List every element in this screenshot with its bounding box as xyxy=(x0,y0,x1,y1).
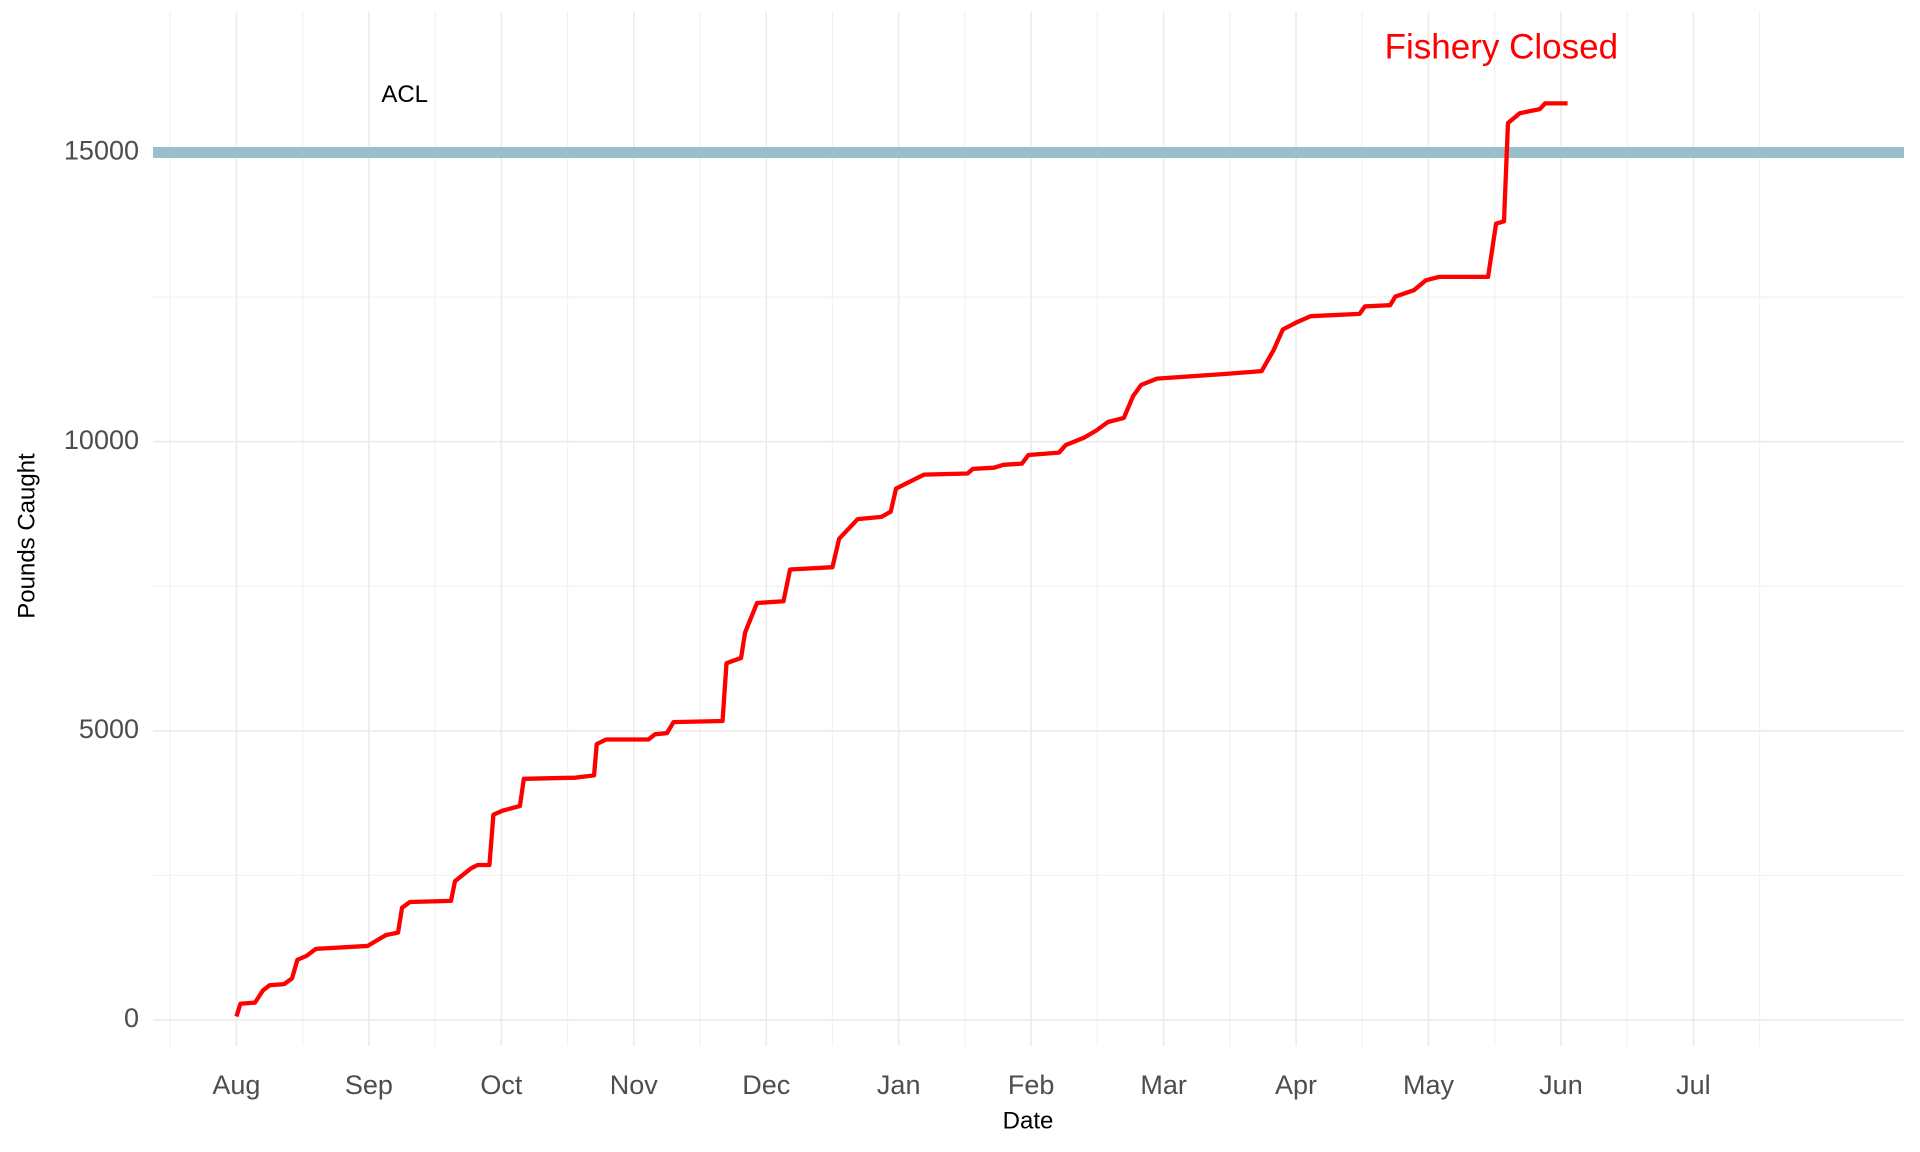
x-tick-label: Apr xyxy=(1275,1070,1317,1100)
y-tick-label: 5000 xyxy=(79,714,139,744)
x-tick-label: May xyxy=(1403,1070,1455,1100)
x-tick-label: Aug xyxy=(212,1070,260,1100)
x-tick-label: Mar xyxy=(1140,1070,1187,1100)
reference-label: ACL xyxy=(381,81,428,108)
y-tick-label: 0 xyxy=(124,1003,139,1033)
x-tick-label: Nov xyxy=(610,1070,659,1100)
x-tick-label: Sep xyxy=(345,1070,393,1100)
x-tick-label: Oct xyxy=(480,1070,523,1100)
y-tick-label: 10000 xyxy=(64,425,139,455)
x-tick-label: Jul xyxy=(1676,1070,1711,1100)
y-axis-title: Pounds Caught xyxy=(13,453,40,619)
y-tick-label: 15000 xyxy=(64,136,139,166)
data-line xyxy=(234,101,1568,1018)
x-axis-title: Date xyxy=(1003,1107,1054,1134)
x-tick-label: Dec xyxy=(742,1070,790,1100)
x-tick-label: Jan xyxy=(877,1070,921,1100)
annotation: Fishery Closed xyxy=(1385,27,1618,66)
x-tick-label: Feb xyxy=(1008,1070,1055,1100)
x-tick-label: Jun xyxy=(1539,1070,1583,1100)
